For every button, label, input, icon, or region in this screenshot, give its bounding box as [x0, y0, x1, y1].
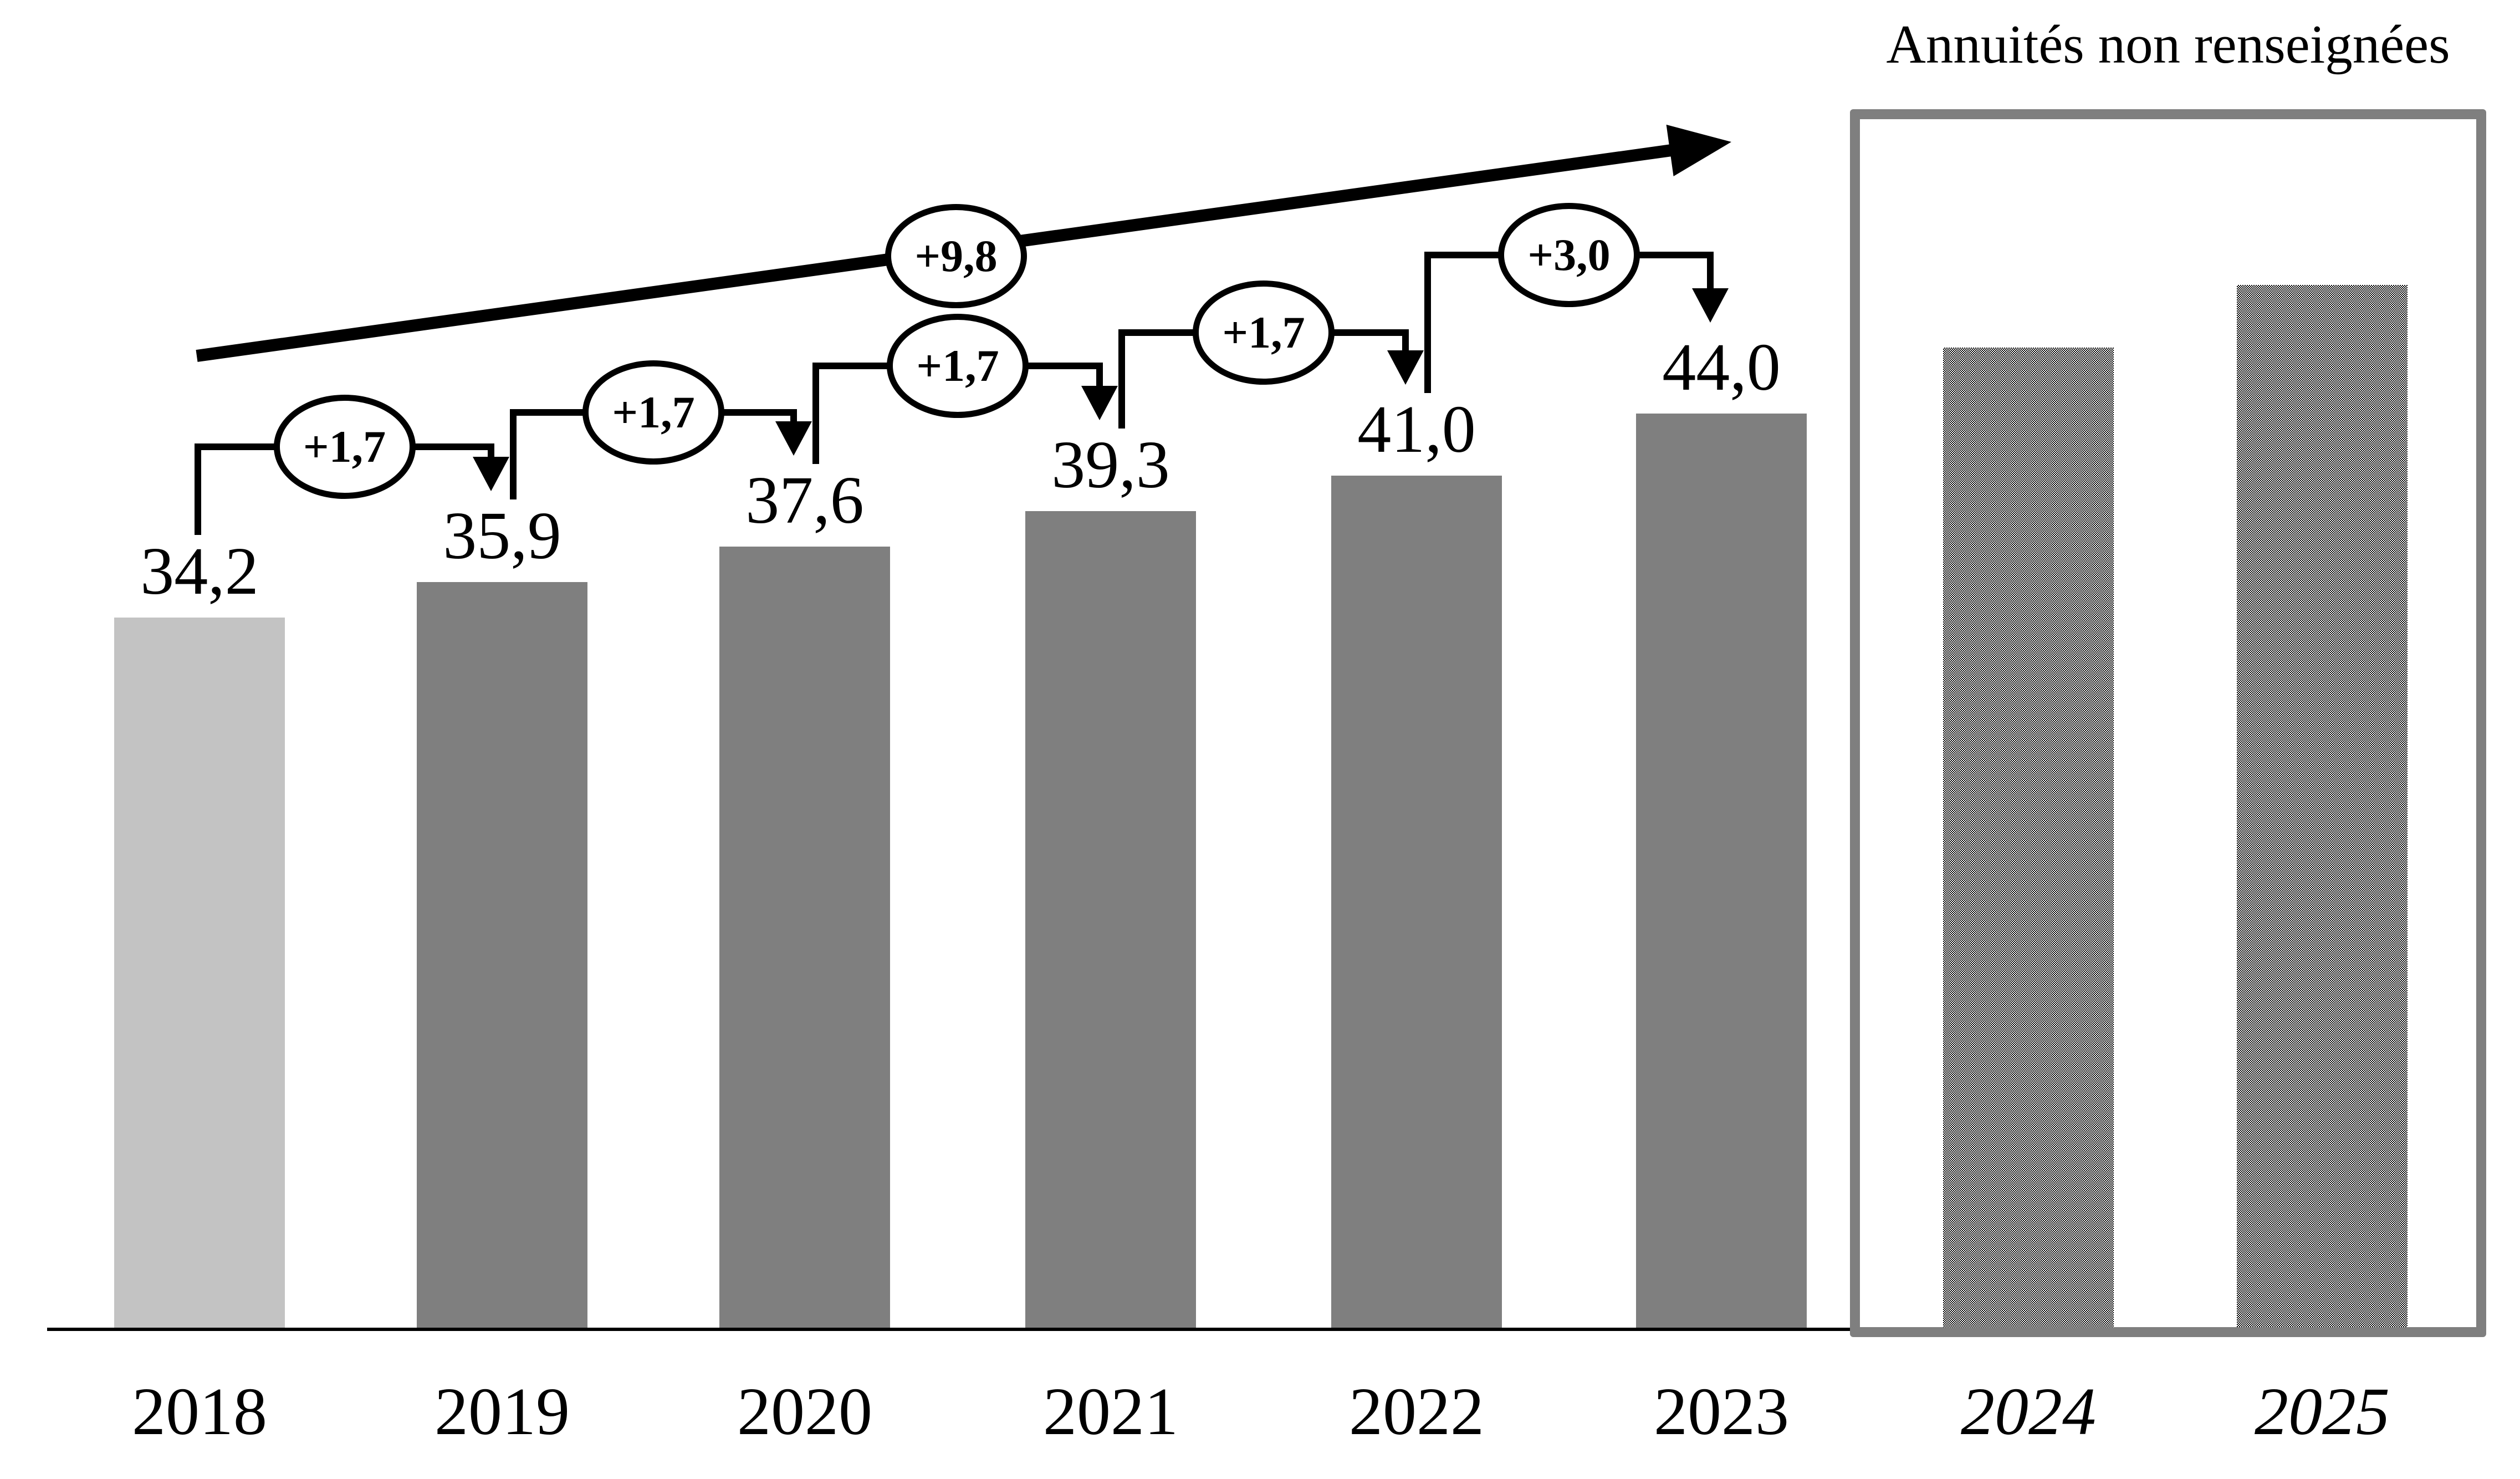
x-axis-label-2021: 2021 [1043, 1374, 1178, 1449]
bar-value-label: 39,3 [1051, 427, 1170, 502]
arrowhead-down-icon [1081, 386, 1118, 420]
bar-value-label: 44,0 [1662, 330, 1781, 405]
x-axis-label-2023: 2023 [1654, 1374, 1789, 1449]
future-box-title: Annuités non renseignées [1886, 14, 2450, 75]
bar-2022 [1331, 476, 1502, 1330]
x-axis-label-2019: 2019 [435, 1374, 570, 1449]
bar-value-label: 37,6 [745, 463, 864, 538]
arrowhead-down-icon [1692, 288, 1729, 323]
arrowhead-down-icon [1387, 350, 1424, 385]
x-axis-line [47, 1328, 1850, 1331]
total-increment-oval: +9,8 [885, 204, 1027, 308]
x-axis-label-2020: 2020 [737, 1374, 872, 1449]
bar-2024 [1943, 348, 2114, 1327]
bar-2019 [417, 582, 587, 1330]
bar-2018 [114, 618, 285, 1330]
bar-2025 [2237, 285, 2407, 1327]
arrowhead-down-icon [473, 457, 509, 491]
bar-value-label: 35,9 [443, 498, 561, 573]
x-axis-label-2024: 2024 [1961, 1374, 2096, 1449]
x-axis-label-2022: 2022 [1349, 1374, 1484, 1449]
increment-oval-2018-2019: +1,7 [273, 395, 416, 499]
increment-oval-2020-2021: +1,7 [887, 314, 1029, 418]
arrowhead-down-icon [775, 421, 812, 456]
increment-oval-2022-2023: +3,0 [1498, 203, 1640, 307]
arrowhead-right-icon [1666, 124, 1731, 176]
x-axis-label-2018: 2018 [132, 1374, 267, 1449]
bar-2020 [719, 547, 890, 1330]
bar-2021 [1025, 511, 1196, 1330]
bar-value-label: 41,0 [1357, 392, 1476, 467]
increment-oval-2021-2022: +1,7 [1193, 280, 1335, 385]
bar-2023 [1636, 414, 1807, 1330]
increment-oval-2019-2020: +1,7 [582, 360, 724, 465]
bar-value-label: 34,2 [140, 534, 259, 609]
x-axis-label-2025: 2025 [2255, 1374, 2390, 1449]
